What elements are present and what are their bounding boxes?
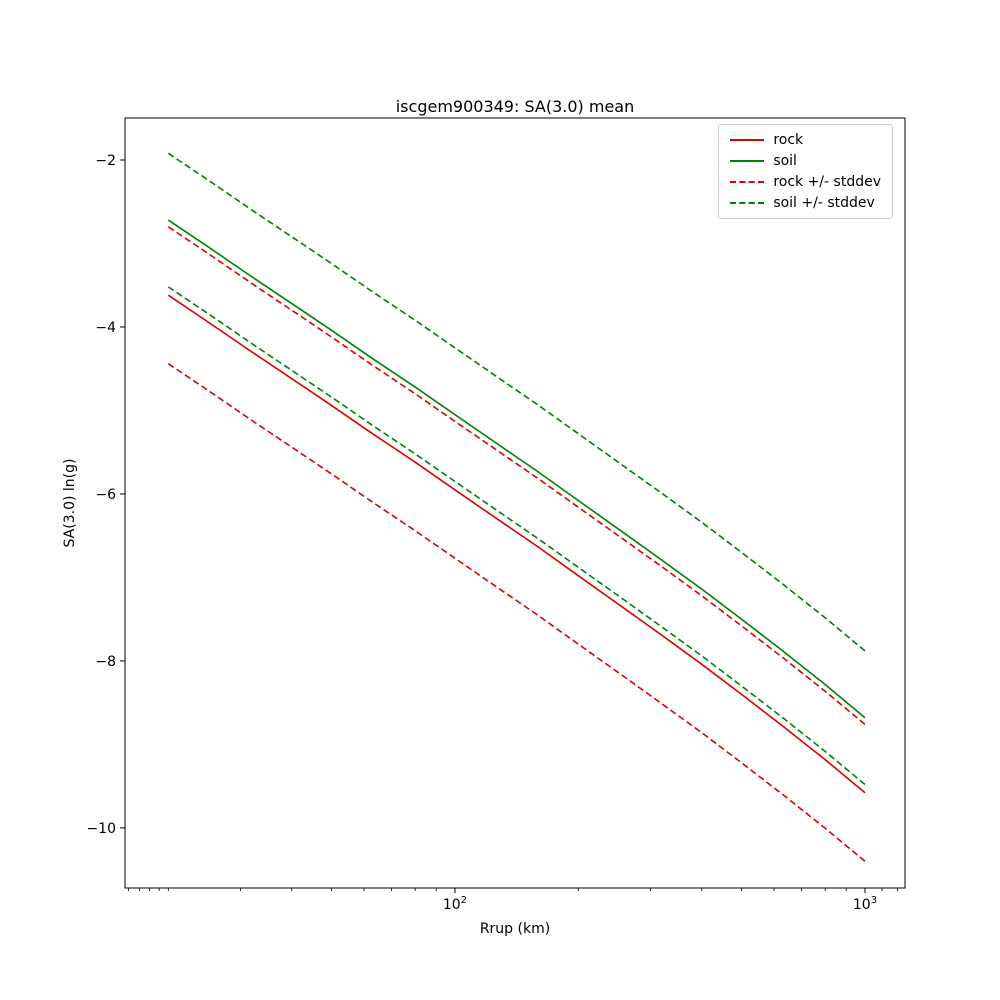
legend-line-sample bbox=[730, 181, 765, 183]
legend-item-soil-stddev: soil +/- stddev bbox=[730, 195, 881, 211]
legend-item-rock-stddev: rock +/- stddev bbox=[730, 174, 881, 190]
svg-text:102: 102 bbox=[443, 895, 467, 913]
legend-label: soil +/- stddev bbox=[773, 195, 875, 211]
legend-item-soil: soil bbox=[730, 153, 881, 169]
legend-item-rock: rock bbox=[730, 132, 881, 148]
legend: rock soil rock +/- stddev soil +/- stdde… bbox=[718, 124, 893, 219]
legend-label: soil bbox=[773, 153, 797, 169]
svg-text:103: 103 bbox=[853, 895, 877, 913]
chart-title: iscgem900349: SA(3.0) mean bbox=[395, 97, 635, 116]
svg-text:−10: −10 bbox=[86, 821, 116, 837]
legend-line-sample bbox=[730, 139, 765, 141]
legend-label: rock +/- stddev bbox=[773, 174, 881, 190]
svg-text:−6: −6 bbox=[95, 487, 116, 503]
legend-label: rock bbox=[773, 132, 804, 148]
y-axis-label: SA(3.0) ln(g) bbox=[62, 458, 78, 548]
legend-line-sample bbox=[730, 160, 765, 162]
svg-text:−4: −4 bbox=[95, 320, 116, 336]
svg-text:−2: −2 bbox=[95, 153, 116, 169]
svg-text:−8: −8 bbox=[95, 654, 116, 670]
x-axis-label: Rrup (km) bbox=[479, 921, 551, 937]
legend-line-sample bbox=[730, 202, 765, 204]
